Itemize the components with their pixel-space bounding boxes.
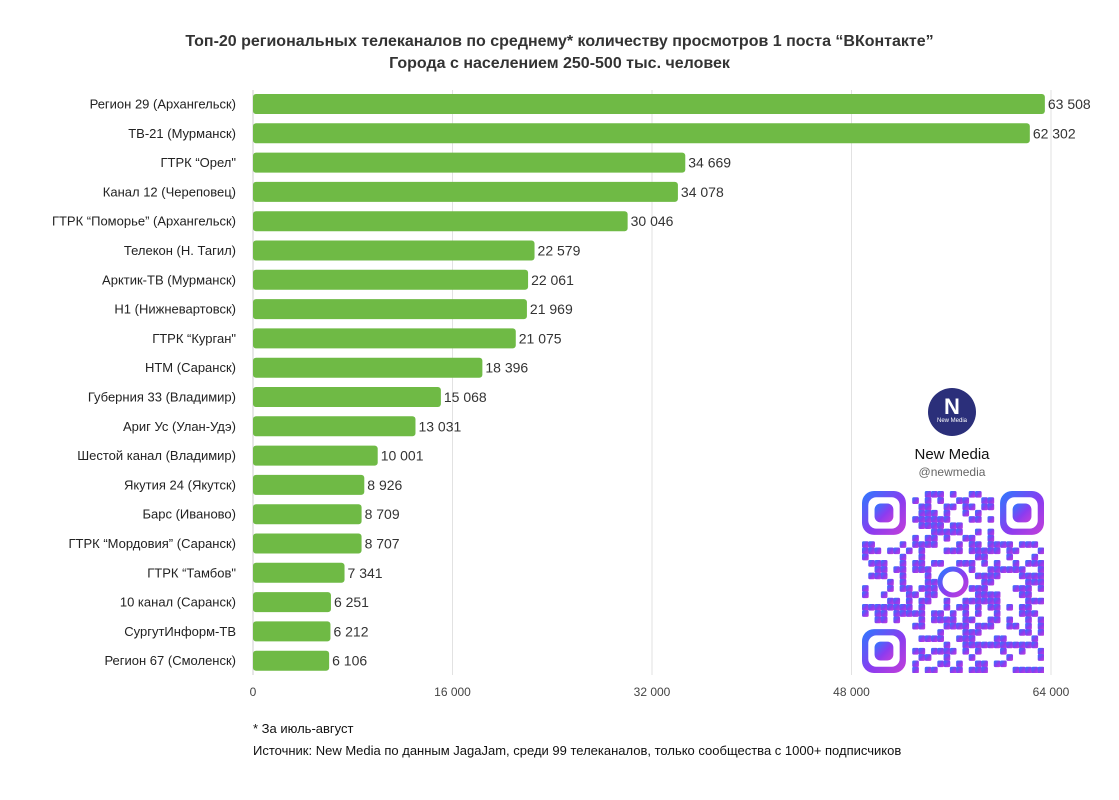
category-label: ГТРК “Курган" <box>152 331 236 346</box>
chart-title: Топ-20 региональных телеканалов по средн… <box>185 33 934 50</box>
x-tick-label: 48 000 <box>833 685 870 699</box>
x-tick-label: 0 <box>250 685 257 699</box>
category-label: Н1 (Нижневартовск) <box>114 302 236 317</box>
data-label: 8 709 <box>365 506 400 522</box>
bar <box>253 211 628 232</box>
bar <box>253 621 331 642</box>
bar <box>253 533 362 554</box>
footnote: * За июль-август <box>253 721 354 736</box>
x-tick-label: 32 000 <box>634 685 671 699</box>
data-label: 34 669 <box>688 155 731 171</box>
data-label: 62 302 <box>1033 125 1076 141</box>
new-media-logo: N New Media <box>928 388 976 436</box>
data-label: 22 061 <box>531 272 574 288</box>
data-label: 6 106 <box>332 653 367 669</box>
category-label: Якутия 24 (Якутск) <box>124 477 236 492</box>
brand-block: N New Media New Media @newmedia <box>900 388 1004 479</box>
category-label: ГТРК “Поморье” (Архангельск) <box>52 214 236 229</box>
category-label: Ариг Ус (Улан-Удэ) <box>123 419 236 434</box>
bar <box>253 592 331 613</box>
category-label: Канал 12 (Череповец) <box>103 184 236 199</box>
category-label: Регион 29 (Архангельск) <box>90 97 236 112</box>
category-label: Барс (Иваново) <box>143 507 237 522</box>
data-label: 7 341 <box>348 565 383 581</box>
data-label: 22 579 <box>538 243 581 259</box>
data-label: 18 396 <box>485 360 528 376</box>
bar <box>253 504 362 525</box>
data-label: 6 251 <box>334 594 369 610</box>
data-label: 30 046 <box>631 213 674 229</box>
brand-name: New Media <box>914 446 990 463</box>
bar <box>253 152 686 173</box>
bar <box>253 123 1030 144</box>
data-label: 8 707 <box>365 536 400 552</box>
category-label: ГТРК “Мордовия” (Саранск) <box>68 536 236 551</box>
category-label: Арктик-ТВ (Мурманск) <box>102 272 236 287</box>
category-label: Регион 67 (Смоленск) <box>104 653 236 668</box>
bar <box>253 357 483 378</box>
bar <box>253 328 516 349</box>
data-label: 15 068 <box>444 389 487 405</box>
category-label: ГТРК “Орел" <box>160 155 236 170</box>
category-label: ГТРК “Тамбов" <box>147 565 236 580</box>
category-label: Телекон (Н. Тагил) <box>124 243 236 258</box>
category-label: Шестой канал (Владимир) <box>77 448 236 463</box>
category-label: СургутИнформ-ТВ <box>124 624 236 639</box>
source-note: Источник: New Media по данным JagaJam, с… <box>253 743 902 758</box>
category-label: Губерния 33 (Владимир) <box>88 390 236 405</box>
category-label: 10 канал (Саранск) <box>120 595 236 610</box>
logo-letter: N <box>944 394 960 419</box>
data-label: 34 078 <box>681 184 724 200</box>
bar <box>253 650 330 671</box>
data-label: 10 001 <box>381 448 424 464</box>
bar <box>253 416 416 437</box>
x-tick-label: 16 000 <box>434 685 471 699</box>
bar <box>253 445 378 466</box>
bar <box>253 269 529 290</box>
bar <box>253 94 1045 114</box>
data-label: 63 508 <box>1048 96 1091 112</box>
data-label: 21 969 <box>530 301 573 317</box>
data-label: 13 031 <box>418 418 461 434</box>
bar <box>253 299 527 320</box>
data-label: 6 212 <box>333 623 368 639</box>
bar <box>253 387 441 407</box>
chart-subtitle: Города с населением 250-500 тыс. человек <box>389 55 730 72</box>
data-label: 8 926 <box>367 477 402 493</box>
x-tick-label: 64 000 <box>1033 685 1070 699</box>
category-label: ТВ-21 (Мурманск) <box>128 126 236 141</box>
bar <box>253 562 345 583</box>
data-label: 21 075 <box>519 330 562 346</box>
qr-code-icon <box>862 491 1044 673</box>
category-label: НТМ (Саранск) <box>145 360 236 375</box>
bar <box>253 181 678 202</box>
logo-subtext: New Media <box>936 418 967 424</box>
bar-chart: 0 16 000 32 000 48 000 64 000 Регион 29 (Арха… <box>52 90 1091 699</box>
bar <box>253 474 365 495</box>
bar <box>253 240 535 261</box>
brand-handle: @newmedia <box>918 465 986 479</box>
